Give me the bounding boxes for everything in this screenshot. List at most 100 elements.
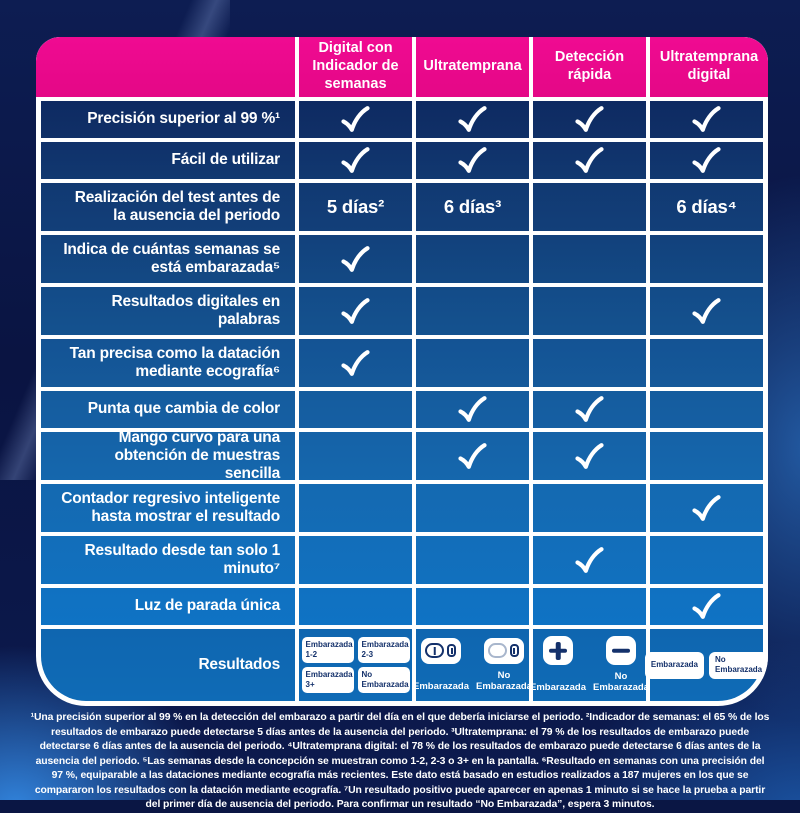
row-label: Mango curvo para una obtención de muestr… (41, 429, 295, 482)
table-cell (650, 235, 763, 283)
check-icon (457, 395, 488, 424)
row-label: Realización del test antes de la ausenci… (41, 183, 295, 231)
row-label: Precisión superior al 99 %¹ (41, 101, 295, 138)
table-cell (299, 142, 412, 179)
table-cell (533, 432, 646, 480)
table-cell (533, 588, 646, 625)
table-cell (416, 235, 529, 283)
table-cell (299, 235, 412, 283)
table-cell (416, 101, 529, 138)
table-cell (416, 287, 529, 335)
row-label: Resultado desde tan solo 1 minuto⁷ (41, 536, 295, 584)
result-label: Embarazada (413, 680, 469, 692)
result-badge: Embarazada 2-3 (357, 637, 410, 663)
check-icon (340, 105, 371, 134)
table-cell (416, 588, 529, 625)
result-label: No Embarazada (476, 669, 532, 692)
check-icon (574, 442, 605, 471)
result-badge: No Embarazada (709, 651, 768, 679)
table-cell (650, 391, 763, 428)
table-cell (650, 432, 763, 480)
table-cell (533, 183, 646, 231)
column-header-ultratemprana: Ultratemprana (416, 37, 529, 97)
row-label: Punta que cambia de color (41, 391, 295, 428)
table-cell (533, 536, 646, 584)
row-label: Indica de cuántas semanas se está embara… (41, 235, 295, 283)
results-cell-ultratemprana-digital: Embarazada No Embarazada (644, 629, 768, 701)
table-cell (533, 391, 646, 428)
check-icon (340, 245, 371, 274)
table-cell: 6 días³ (416, 183, 529, 231)
check-icon (691, 494, 722, 523)
check-icon (340, 297, 371, 326)
table-cell: 5 días² (299, 183, 412, 231)
table-cell (299, 588, 412, 625)
table-cell (533, 339, 646, 387)
table-cell (299, 432, 412, 480)
minus-result-icon (605, 636, 636, 665)
result-badge: Embarazada 1-2 (301, 637, 354, 663)
row-label: Tan precisa como la datación mediante ec… (41, 339, 295, 387)
row-label: Resultados (41, 629, 295, 701)
result-label: No Embarazada (593, 671, 649, 694)
check-icon (574, 395, 605, 424)
row-label: Luz de parada única (41, 588, 295, 625)
column-header-ultratemprana-digital: Ultratemprana digital (650, 37, 768, 97)
table-cell (416, 536, 529, 584)
table-cell (533, 142, 646, 179)
results-cell-digital-semanas: Embarazada 1-2 Embarazada 2-3 Embarazada 3+… (299, 629, 412, 701)
column-header-deteccion-rapida: Detección rápida (533, 37, 646, 97)
check-icon (691, 146, 722, 175)
check-icon (691, 105, 722, 134)
table-cell (650, 287, 763, 335)
days-value: 5 días² (326, 196, 385, 217)
check-icon (574, 105, 605, 134)
table-cell (416, 484, 529, 532)
table-cell (650, 339, 763, 387)
table-cell (650, 101, 763, 138)
table-cell (416, 142, 529, 179)
table-cell (416, 432, 529, 480)
table-cell (650, 142, 763, 179)
table-cell (299, 287, 412, 335)
table-cell (416, 391, 529, 428)
result-label: Embarazada (530, 682, 586, 694)
days-value: 6 días³ (443, 196, 502, 217)
table-cell (533, 235, 646, 283)
check-icon (574, 146, 605, 175)
test-window-positive-icon (421, 637, 461, 664)
table-cell (650, 536, 763, 584)
table-cell (533, 287, 646, 335)
table-cell (533, 484, 646, 532)
table-cell (650, 484, 763, 532)
table-cell (650, 588, 763, 625)
check-icon (457, 146, 488, 175)
row-label: Resultados digitales en palabras (41, 287, 295, 335)
row-label: Fácil de utilizar (41, 142, 295, 179)
check-icon (691, 592, 722, 621)
column-header-digital-semanas: Digital con Indicador de semanas (299, 37, 412, 97)
table-cell (299, 339, 412, 387)
result-badge: No Embarazada (357, 667, 410, 693)
table-cell (299, 391, 412, 428)
results-cell-ultratemprana: Embarazada No Embarazada (413, 629, 532, 701)
table-cell (299, 536, 412, 584)
check-icon (691, 297, 722, 326)
check-icon (457, 105, 488, 134)
check-icon (340, 146, 371, 175)
check-icon (340, 349, 371, 378)
table-cell (416, 339, 529, 387)
results-cell-deteccion-rapida: Embarazada No Embarazada (530, 629, 649, 701)
result-badge: Embarazada 3+ (301, 667, 354, 693)
table-cell (299, 484, 412, 532)
check-icon (574, 546, 605, 575)
result-badge: Embarazada (644, 651, 704, 679)
plus-result-icon (543, 636, 573, 665)
days-value: 6 días⁴ (676, 196, 737, 217)
table-cell (533, 101, 646, 138)
table-cell: 6 días⁴ (650, 183, 763, 231)
table-cell (299, 101, 412, 138)
check-icon (457, 442, 488, 471)
test-window-negative-icon (483, 637, 524, 664)
header-corner-cell (36, 37, 295, 97)
